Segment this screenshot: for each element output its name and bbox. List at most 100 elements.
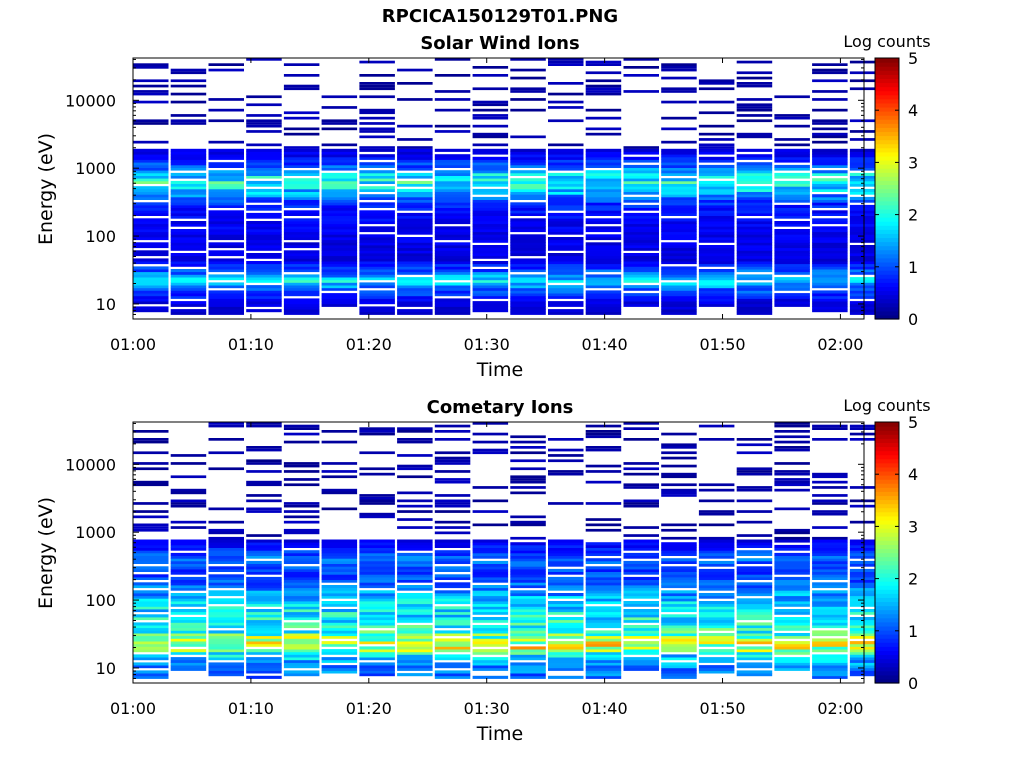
heatmap-cell bbox=[397, 207, 433, 211]
heatmap-cell bbox=[774, 587, 810, 591]
colorbar-segment bbox=[875, 634, 899, 639]
heatmap-cell bbox=[585, 585, 622, 589]
heatmap-cell bbox=[472, 635, 509, 639]
heatmap-cell bbox=[812, 298, 848, 302]
heatmap-cell bbox=[359, 654, 395, 658]
heatmap-cell bbox=[774, 462, 810, 465]
heatmap-cell bbox=[133, 167, 169, 171]
heatmap-cell bbox=[208, 269, 244, 273]
heatmap-cell bbox=[661, 311, 697, 315]
heatmap-cell bbox=[736, 167, 773, 171]
heatmap-cell bbox=[246, 590, 282, 594]
heatmap-cell bbox=[170, 585, 207, 589]
heatmap-cell bbox=[585, 587, 622, 591]
heatmap-cell bbox=[812, 271, 848, 275]
heatmap-cell bbox=[623, 167, 659, 171]
heatmap-cell bbox=[774, 151, 810, 155]
heatmap-cell bbox=[246, 223, 282, 227]
heatmap-cell bbox=[208, 180, 244, 184]
heatmap-cell bbox=[397, 226, 433, 230]
heatmap-cell bbox=[434, 253, 471, 257]
heatmap-cell bbox=[283, 579, 320, 583]
heatmap-cell bbox=[321, 609, 358, 613]
colorbar-segment bbox=[875, 674, 899, 680]
heatmap-cell bbox=[548, 649, 584, 653]
heatmap-cell bbox=[283, 255, 320, 259]
heatmap-cell bbox=[585, 649, 622, 653]
heatmap-cell bbox=[359, 180, 395, 184]
heatmap-cell bbox=[510, 218, 546, 222]
heatmap-cell bbox=[434, 90, 471, 93]
heatmap-cell bbox=[510, 635, 546, 639]
heatmap-cell bbox=[623, 601, 659, 605]
heatmap-cell bbox=[472, 638, 509, 642]
y-axis-label: Energy (eV) bbox=[35, 133, 57, 245]
heatmap-cell bbox=[623, 609, 659, 613]
heatmap-cell bbox=[774, 194, 810, 198]
heatmap-cell bbox=[774, 657, 810, 661]
heatmap-cell bbox=[510, 301, 546, 305]
heatmap-cell bbox=[812, 593, 848, 597]
heatmap-cell bbox=[510, 475, 546, 479]
heatmap-cell bbox=[434, 221, 471, 225]
heatmap-cell bbox=[812, 657, 848, 661]
heatmap-cell bbox=[208, 226, 244, 230]
heatmap-cell bbox=[510, 622, 546, 626]
heatmap-cell bbox=[698, 643, 735, 647]
heatmap-cell bbox=[736, 218, 773, 222]
heatmap-cell bbox=[246, 237, 282, 241]
heatmap-cell bbox=[510, 547, 546, 551]
heatmap-cell bbox=[472, 162, 509, 166]
heatmap-cell bbox=[812, 576, 848, 580]
heatmap-cell bbox=[359, 306, 395, 310]
heatmap-cell bbox=[170, 542, 207, 546]
heatmap-cell bbox=[208, 218, 244, 222]
heatmap-cell bbox=[283, 462, 320, 465]
heatmap-cell bbox=[472, 245, 509, 249]
colorbar-segment bbox=[875, 601, 899, 607]
heatmap-cell bbox=[812, 180, 848, 184]
heatmap-cell bbox=[170, 68, 207, 72]
heatmap-cell bbox=[736, 558, 773, 562]
heatmap-cell bbox=[208, 277, 244, 281]
heatmap-cell bbox=[548, 563, 584, 567]
heatmap-cell bbox=[321, 151, 358, 155]
heatmap-cell bbox=[133, 585, 169, 589]
heatmap-cell bbox=[736, 601, 773, 605]
heatmap-cells bbox=[133, 422, 886, 679]
heatmap-cell bbox=[698, 510, 735, 513]
heatmap-cell bbox=[246, 234, 282, 238]
heatmap-cell bbox=[133, 670, 169, 674]
heatmap-cell bbox=[698, 87, 735, 91]
heatmap-cell bbox=[849, 667, 886, 671]
heatmap-cell bbox=[774, 154, 810, 158]
heatmap-cell bbox=[849, 271, 886, 275]
heatmap-cell bbox=[849, 611, 886, 615]
heatmap-cell bbox=[661, 432, 697, 436]
heatmap-cell bbox=[661, 488, 697, 492]
heatmap-cell bbox=[283, 643, 320, 647]
heatmap-cell bbox=[133, 617, 169, 621]
heatmap-cell bbox=[849, 221, 886, 225]
heatmap-cell bbox=[133, 603, 169, 607]
heatmap-cell bbox=[359, 135, 395, 139]
heatmap-cell bbox=[472, 124, 509, 128]
heatmap-cell bbox=[246, 619, 282, 623]
heatmap-cell bbox=[170, 462, 207, 465]
heatmap-cell bbox=[548, 263, 584, 267]
heatmap-cell bbox=[283, 285, 320, 289]
heatmap-cell bbox=[133, 290, 169, 294]
heatmap-cell bbox=[434, 606, 471, 610]
heatmap-cell bbox=[736, 71, 773, 75]
heatmap-cell bbox=[170, 282, 207, 286]
heatmap-cell bbox=[849, 595, 886, 599]
heatmap-cell bbox=[510, 295, 546, 299]
heatmap-cell bbox=[812, 218, 848, 222]
heatmap-cell bbox=[510, 172, 546, 176]
heatmap-cell bbox=[359, 175, 395, 179]
heatmap-cell bbox=[208, 662, 244, 666]
heatmap-cell bbox=[246, 651, 282, 655]
heatmap-cell bbox=[283, 127, 320, 131]
heatmap-cell bbox=[510, 269, 546, 273]
heatmap-cell bbox=[472, 675, 509, 679]
